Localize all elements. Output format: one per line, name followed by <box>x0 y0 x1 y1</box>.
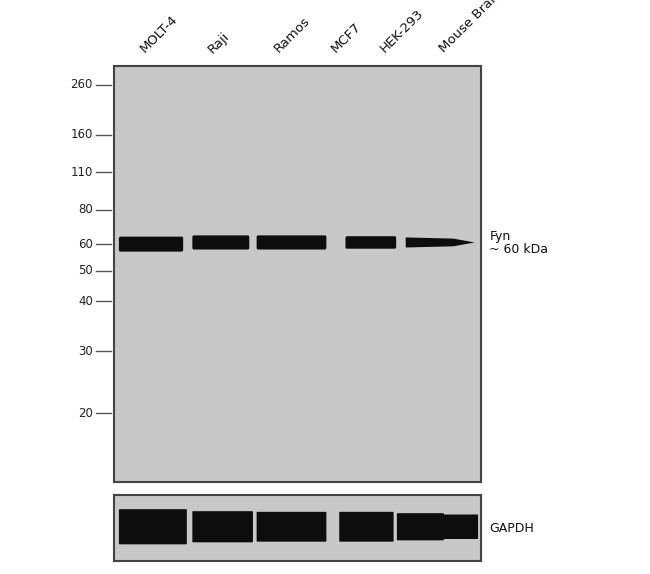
Text: 50: 50 <box>78 264 93 277</box>
FancyBboxPatch shape <box>346 236 396 249</box>
FancyBboxPatch shape <box>257 235 326 250</box>
Text: GAPDH: GAPDH <box>489 522 534 534</box>
FancyBboxPatch shape <box>339 512 394 542</box>
Text: Mouse Brain: Mouse Brain <box>437 0 504 56</box>
Text: ~ 60 kDa: ~ 60 kDa <box>489 243 549 257</box>
Text: 40: 40 <box>78 294 93 308</box>
FancyBboxPatch shape <box>119 509 187 544</box>
FancyBboxPatch shape <box>257 512 326 542</box>
FancyBboxPatch shape <box>192 235 249 250</box>
Text: Raji: Raji <box>205 29 232 56</box>
Text: 80: 80 <box>78 203 93 216</box>
Text: 160: 160 <box>71 128 93 141</box>
Text: 30: 30 <box>78 344 93 358</box>
Text: 60: 60 <box>78 238 93 251</box>
Text: MOLT-4: MOLT-4 <box>138 13 180 56</box>
Text: Fyn: Fyn <box>489 230 511 243</box>
Text: Ramos: Ramos <box>272 15 313 56</box>
Polygon shape <box>406 238 474 247</box>
FancyBboxPatch shape <box>192 511 253 542</box>
FancyBboxPatch shape <box>119 236 183 251</box>
Text: 110: 110 <box>71 166 93 179</box>
FancyBboxPatch shape <box>397 513 444 540</box>
FancyBboxPatch shape <box>432 514 478 539</box>
Text: MCF7: MCF7 <box>329 21 363 56</box>
Text: 20: 20 <box>78 407 93 420</box>
Text: HEK-293: HEK-293 <box>378 7 426 56</box>
Text: 260: 260 <box>71 78 93 91</box>
